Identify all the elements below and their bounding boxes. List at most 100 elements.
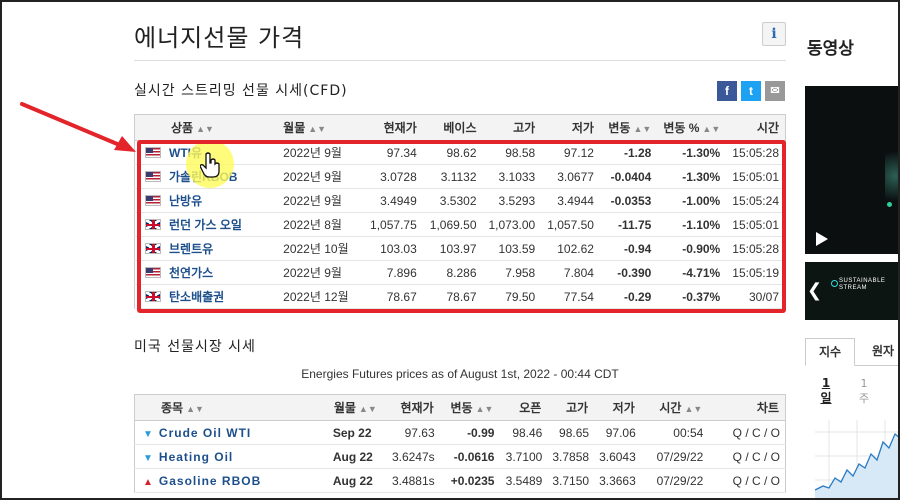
col-header-open[interactable]: 오픈 (499, 394, 548, 421)
product-cell[interactable]: 탄소배출권 (134, 284, 278, 309)
col-header-change-pct[interactable]: 변동 % ▲▼ (657, 114, 727, 141)
col-header-month[interactable]: 월물 ▲▼ (277, 114, 362, 141)
product-cell[interactable]: 브렌트유 (134, 236, 278, 261)
table-row[interactable]: 탄소배출권 2022년 12월 78.67 78.67 79.50 77.54 -0.29-… (134, 284, 786, 309)
col-header-last[interactable]: 현재가 (383, 394, 440, 421)
title-divider (134, 60, 786, 61)
table-header-row: 종목 ▲▼ 월물 ▲▼ 현재가 변동 ▲▼ 오픈 고가 저가 시간 ▲▼ 차트 (134, 394, 786, 421)
symbol-link[interactable]: Gasoline RBOB (158, 473, 262, 488)
time-cell: 07/29/22 (640, 468, 709, 493)
symbol-cell[interactable]: ▼ Crude Oil WTI (134, 420, 328, 445)
month-cell: 2022년 12월 (277, 284, 362, 309)
chevron-left-icon[interactable]: ❮ (807, 280, 823, 301)
symbol-link[interactable]: Heating Oil (158, 449, 234, 464)
change-cell: -0.0353 (599, 188, 658, 213)
col-header-low[interactable]: 저가 (541, 114, 600, 141)
chart-links-cell[interactable]: Q / C / O (708, 444, 786, 469)
realtime-section-title: 실시간 스트리밍 선물 시세(CFD) (134, 83, 348, 99)
last-price-cell: 97.63 (383, 420, 440, 445)
base-price-cell: 103.97 (422, 236, 483, 261)
chart-links-cell[interactable]: Q / C / O (708, 420, 786, 445)
index-tabs: 지수 원자 (805, 338, 900, 366)
tab-commodities[interactable]: 원자 (871, 344, 895, 358)
chart-links-cell[interactable]: Q / C / O (708, 468, 786, 493)
info-button[interactable]: i (762, 22, 786, 46)
high-cell: 3.1033 (482, 164, 542, 189)
low-cell: 3.4944 (541, 188, 600, 213)
arrow-down-icon: ▼ (143, 428, 153, 440)
mini-index-chart (815, 420, 900, 500)
col-header-high[interactable]: 고가 (547, 394, 595, 421)
col-header-change[interactable]: 변동 ▲▼ (599, 114, 658, 141)
video-status-dot (887, 202, 892, 207)
high-cell: 98.65 (547, 420, 595, 445)
us-futures-table: 종목 ▲▼ 월물 ▲▼ 현재가 변동 ▲▼ 오픈 고가 저가 시간 ▲▼ 차트 ▼ Cru… (134, 394, 786, 493)
col-header-last[interactable]: 현재가 (361, 114, 423, 141)
us-flag-icon (145, 267, 161, 278)
product-link[interactable]: 탄소배출권 (169, 290, 225, 304)
time-cell: 07/29/22 (640, 444, 709, 469)
video-frame-decoration (885, 146, 900, 206)
product-cell[interactable]: 난방유 (134, 188, 278, 213)
high-cell: 103.59 (482, 236, 542, 261)
product-cell[interactable]: 천연가스 (134, 260, 278, 285)
video-player[interactable] (805, 86, 900, 254)
change-cell: -0.29 (599, 284, 658, 309)
month-cell: Sep 22 (327, 420, 384, 445)
realtime-futures-table: 상품 ▲▼ 월물 ▲▼ 현재가 베이스 고가 저가 변동 ▲▼ 변동 % ▲▼ 시간 W… (134, 114, 786, 309)
col-header-low[interactable]: 저가 (594, 394, 641, 421)
change-cell: -0.0616 (439, 444, 500, 469)
table-row[interactable]: 난방유 2022년 9월 3.4949 3.5302 3.5293 3.4944 -0.03… (134, 188, 786, 213)
col-header-time[interactable]: 시간 ▲▼ (640, 394, 709, 421)
last-price-cell: 3.4949 (361, 188, 423, 213)
us-futures-caption: Energies Futures prices as of August 1st… (301, 367, 619, 381)
col-header-high[interactable]: 고가 (482, 114, 542, 141)
period-1week[interactable]: 1 주 (858, 377, 870, 405)
col-header-change[interactable]: 변동 ▲▼ (439, 394, 500, 421)
time-cell: 00:54 (640, 420, 709, 445)
facebook-share-button[interactable]: f (717, 81, 737, 101)
col-header-product[interactable]: 상품 ▲▼ (134, 114, 278, 141)
table-row[interactable]: ▼ Heating Oil Aug 22 3.6247s -0.0616 3.7100 3.… (134, 444, 786, 469)
change-pct-cell: -1.30% (657, 164, 727, 189)
change-cell: +0.0235 (439, 468, 500, 493)
table-row[interactable]: 브렌트유 2022년 10월 103.03 103.97 103.59 102.62 -0.… (134, 236, 786, 261)
col-header-symbol[interactable]: 종목 ▲▼ (134, 394, 328, 421)
low-cell: 3.0677 (541, 164, 600, 189)
col-header-base[interactable]: 베이스 (422, 114, 483, 141)
symbol-link[interactable]: Crude Oil WTI (158, 425, 252, 440)
change-pct-cell: -0.37% (657, 284, 727, 309)
symbol-cell[interactable]: ▼ Heating Oil (134, 444, 328, 469)
product-link[interactable]: 브렌트유 (169, 242, 214, 256)
change-cell: -0.390 (599, 260, 658, 285)
stream-logo-icon (831, 280, 838, 287)
base-price-cell: 98.62 (422, 140, 483, 165)
video-thumbnail[interactable]: ❮ SUSTAINABLE STREAM (805, 262, 900, 320)
product-link[interactable]: 난방유 (169, 194, 203, 208)
product-cell[interactable]: 런던 가스 오일 (134, 212, 278, 237)
period-1day[interactable]: 1 일 (820, 376, 832, 405)
us-futures-section-title: 미국 선물시장 시세 (134, 339, 256, 355)
email-share-button[interactable]: ✉ (765, 81, 785, 101)
table-row[interactable]: ▼ Crude Oil WTI Sep 22 97.63 -0.99 98.46 98.65… (134, 420, 786, 445)
product-link[interactable]: 런던 가스 오일 (169, 218, 242, 232)
table-row[interactable]: ▲ Gasoline RBOB Aug 22 3.4881s +0.0235 3.5489… (134, 468, 786, 493)
col-header-time[interactable]: 시간 (726, 114, 786, 141)
open-cell: 3.5489 (499, 468, 548, 493)
change-pct-cell: -1.30% (657, 140, 727, 165)
low-cell: 1,057.50 (541, 212, 600, 237)
twitter-share-button[interactable]: t (741, 81, 761, 101)
table-row[interactable]: 가솔린RBOB2022년 9월3.07283.11323.10333.0677-… (134, 164, 786, 189)
table-row[interactable]: 런던 가스 오일 2022년 8월 1,057.75 1,069.50 1,073.00… (134, 212, 786, 237)
col-header-month[interactable]: 월물 ▲▼ (327, 394, 384, 421)
change-cell: -11.75 (599, 212, 658, 237)
change-pct-cell: -4.71% (657, 260, 727, 285)
symbol-cell[interactable]: ▲ Gasoline RBOB (134, 468, 328, 493)
play-icon[interactable] (816, 232, 828, 246)
base-price-cell: 3.1132 (422, 164, 483, 189)
base-price-cell: 3.5302 (422, 188, 483, 213)
tab-index[interactable]: 지수 (805, 338, 855, 366)
product-link[interactable]: 천연가스 (169, 266, 214, 280)
table-row[interactable]: 천연가스 2022년 9월 7.896 8.286 7.958 7.804 -0.390 -4… (134, 260, 786, 285)
hand-cursor-icon (200, 152, 220, 178)
